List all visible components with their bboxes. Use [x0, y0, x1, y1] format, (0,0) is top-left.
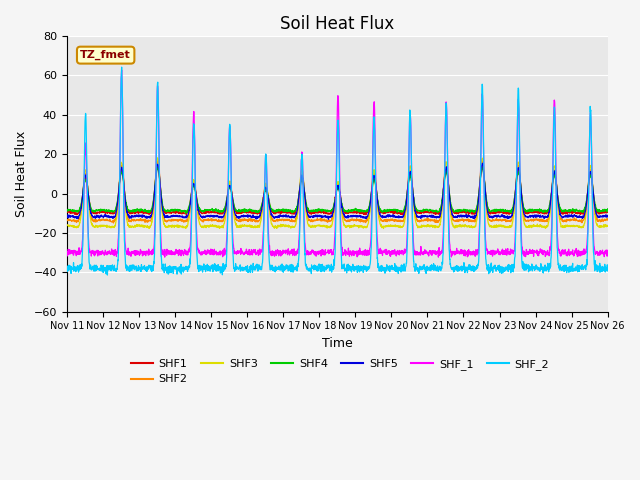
Text: TZ_fmet: TZ_fmet	[80, 50, 131, 60]
SHF3	[353, 223, 361, 229]
SHF2	[214, 217, 222, 223]
SHF5	[324, 216, 332, 222]
SHF1	[154, 163, 161, 168]
SHF1	[214, 211, 222, 216]
SHF3	[495, 222, 502, 228]
SHF_2	[495, 268, 502, 274]
SHF1	[63, 209, 70, 215]
SHF5	[214, 213, 221, 219]
SHF_2	[572, 267, 579, 273]
SHF_2	[104, 272, 111, 278]
SHF1	[353, 209, 361, 215]
SHF_1	[118, 67, 125, 73]
SHF_1	[557, 253, 564, 259]
Line: SHF_2: SHF_2	[67, 67, 608, 275]
SHF3	[154, 155, 161, 161]
SHF5	[557, 211, 564, 216]
SHF4	[353, 207, 361, 213]
SHF3	[380, 226, 387, 231]
SHF4	[557, 206, 564, 212]
Line: SHF2: SHF2	[67, 161, 608, 223]
Line: SHF_1: SHF_1	[67, 70, 608, 257]
X-axis label: Time: Time	[322, 337, 353, 350]
SHF5	[604, 213, 612, 218]
SHF3	[557, 220, 564, 226]
SHF5	[353, 214, 361, 220]
SHF_2	[118, 64, 125, 70]
SHF1	[73, 212, 81, 217]
SHF_1	[353, 250, 361, 256]
SHF1	[365, 206, 373, 212]
Legend: SHF1, SHF2, SHF3, SHF4, SHF5, SHF_1, SHF_2: SHF1, SHF2, SHF3, SHF4, SHF5, SHF_1, SHF…	[127, 354, 554, 389]
SHF_1	[214, 250, 221, 256]
SHF_2	[365, 264, 373, 270]
Line: SHF1: SHF1	[67, 166, 608, 215]
SHF2	[604, 216, 612, 222]
SHF1	[572, 210, 579, 216]
SHF4	[154, 165, 161, 170]
SHF2	[495, 218, 502, 224]
SHF2	[353, 217, 361, 223]
SHF3	[365, 217, 372, 223]
SHF5	[572, 214, 579, 219]
SHF_2	[604, 268, 612, 274]
SHF2	[557, 216, 564, 222]
SHF3	[63, 222, 70, 228]
SHF2	[154, 158, 161, 164]
SHF_1	[604, 253, 612, 259]
Line: SHF5: SHF5	[67, 163, 608, 219]
SHF_2	[557, 262, 564, 268]
SHF4	[63, 208, 70, 214]
SHF4	[495, 208, 502, 214]
SHF_1	[495, 249, 502, 255]
SHF_2	[353, 269, 361, 275]
SHF2	[572, 217, 579, 223]
SHF1	[495, 209, 502, 215]
SHF_2	[63, 264, 70, 270]
SHF_1	[435, 254, 442, 260]
Title: Soil Heat Flux: Soil Heat Flux	[280, 15, 394, 33]
SHF2	[365, 211, 373, 217]
SHF3	[572, 223, 579, 229]
Y-axis label: Soil Heat Flux: Soil Heat Flux	[15, 131, 28, 217]
SHF5	[479, 160, 486, 166]
SHF4	[214, 207, 222, 213]
SHF2	[109, 220, 117, 226]
SHF_1	[63, 252, 70, 257]
SHF4	[365, 204, 373, 210]
SHF3	[604, 223, 612, 229]
Line: SHF4: SHF4	[67, 168, 608, 213]
SHF2	[63, 217, 70, 223]
SHF3	[214, 224, 221, 229]
SHF4	[182, 210, 189, 216]
SHF5	[495, 213, 502, 218]
SHF4	[572, 208, 579, 214]
SHF_1	[572, 250, 579, 255]
SHF1	[604, 209, 612, 215]
SHF5	[365, 210, 372, 216]
SHF1	[557, 207, 564, 213]
SHF5	[63, 213, 70, 218]
SHF_1	[365, 250, 372, 255]
SHF_2	[214, 262, 222, 267]
Line: SHF3: SHF3	[67, 158, 608, 228]
SHF4	[604, 206, 612, 212]
